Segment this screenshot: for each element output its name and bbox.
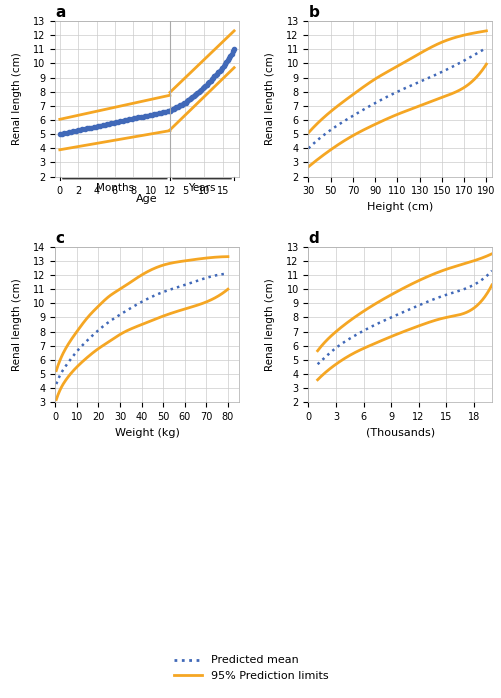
X-axis label: Weight (kg): Weight (kg): [114, 428, 179, 438]
X-axis label: (Thousands): (Thousands): [365, 428, 434, 438]
X-axis label: Height (cm): Height (cm): [366, 202, 432, 212]
Text: Months: Months: [96, 183, 134, 193]
Y-axis label: Renal length (cm): Renal length (cm): [265, 52, 275, 145]
Legend: Predicted mean, 95% Prediction limits: Predicted mean, 95% Prediction limits: [169, 651, 332, 685]
Y-axis label: Renal length (cm): Renal length (cm): [265, 279, 275, 371]
Text: c: c: [55, 230, 64, 246]
Y-axis label: Renal length (cm): Renal length (cm): [12, 279, 22, 371]
Text: d: d: [308, 230, 319, 246]
Text: a: a: [55, 5, 66, 20]
Text: b: b: [308, 5, 319, 20]
Text: Age: Age: [136, 193, 157, 204]
Y-axis label: Renal length (cm): Renal length (cm): [12, 52, 22, 145]
Text: Years: Years: [188, 183, 215, 193]
